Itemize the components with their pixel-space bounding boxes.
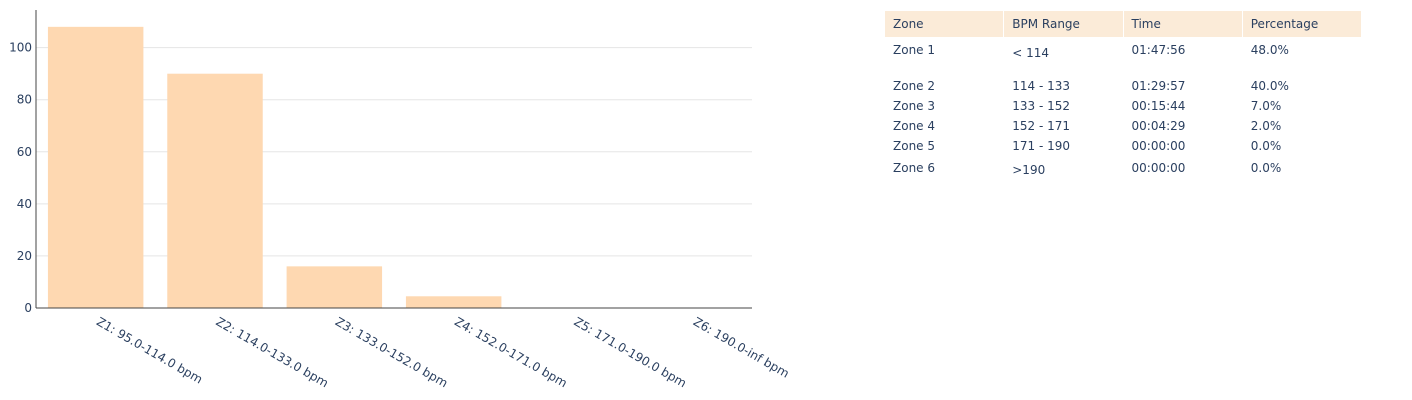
cell-zone: Zone 4 bbox=[885, 116, 1005, 136]
x-tick-label: Z5: 171.0-190.0 bpm bbox=[572, 314, 689, 390]
y-tick-label: 80 bbox=[17, 93, 32, 107]
cell-bpm-range: 152 - 171 bbox=[1004, 116, 1124, 136]
cell-percentage: 48.0% bbox=[1243, 37, 1362, 76]
zone-bar-chart: 0 20 40 60 80 100 Z1: 95.0-114.0 bpm Z2: 114.0-… bbox=[9, 10, 792, 390]
cell-percentage: 0.0% bbox=[1243, 156, 1362, 180]
cell-time: 00:00:00 bbox=[1124, 136, 1243, 156]
cell-time: 01:47:56 bbox=[1124, 37, 1243, 76]
y-tick-label: 0 bbox=[24, 301, 32, 315]
x-tick-label: Z6: 190.0-inf bpm bbox=[691, 314, 792, 380]
cell-zone: Zone 6 bbox=[885, 156, 1005, 180]
table-row: Zone 1 < 114 01:47:56 48.0% bbox=[885, 37, 1362, 76]
cell-zone: Zone 3 bbox=[885, 96, 1005, 116]
x-tick-label: Z3: 133.0-152.0 bpm bbox=[333, 314, 450, 390]
table-row: Zone 6 >190 00:00:00 0.0% bbox=[885, 156, 1362, 180]
bar bbox=[286, 266, 383, 308]
cell-time: 00:00:00 bbox=[1124, 156, 1243, 180]
header-bpm-range: BPM Range bbox=[1004, 11, 1124, 37]
table-row: Zone 4 152 - 171 00:04:29 2.0% bbox=[885, 116, 1362, 136]
cell-percentage: 7.0% bbox=[1243, 96, 1362, 116]
cell-bpm-range: 114 - 133 bbox=[1004, 76, 1124, 96]
cell-zone: Zone 2 bbox=[885, 76, 1005, 96]
y-tick-label: 100 bbox=[9, 41, 32, 55]
bar bbox=[167, 73, 263, 308]
cell-time: 00:04:29 bbox=[1124, 116, 1243, 136]
table-row: Zone 3 133 - 152 00:15:44 7.0% bbox=[885, 96, 1362, 116]
y-tick-label: 60 bbox=[17, 145, 32, 159]
zone-summary-table: Zone BPM Range Time Percentage Zone 1 < … bbox=[885, 11, 1362, 180]
x-tick-label: Z4: 152.0-171.0 bpm bbox=[452, 314, 569, 390]
cell-bpm-range: 133 - 152 bbox=[1004, 96, 1124, 116]
cell-bpm-range: >190 bbox=[1004, 156, 1124, 180]
cell-percentage: 40.0% bbox=[1243, 76, 1362, 96]
table-row: Zone 5 171 - 190 00:00:00 0.0% bbox=[885, 136, 1362, 156]
cell-time: 01:29:57 bbox=[1124, 76, 1243, 96]
cell-bpm-range: < 114 bbox=[1004, 37, 1124, 76]
y-tick-label: 40 bbox=[17, 197, 32, 211]
cell-zone: Zone 5 bbox=[885, 136, 1005, 156]
table-row: Zone 2 114 - 133 01:29:57 40.0% bbox=[885, 76, 1362, 96]
header-zone: Zone bbox=[885, 11, 1005, 37]
cell-percentage: 2.0% bbox=[1243, 116, 1362, 136]
x-tick-label: Z1: 95.0-114.0 bpm bbox=[94, 314, 205, 386]
x-tick-label: Z2: 114.0-133.0 bpm bbox=[214, 314, 331, 390]
bar bbox=[405, 296, 502, 308]
cell-percentage: 0.0% bbox=[1243, 136, 1362, 156]
table-header-row: Zone BPM Range Time Percentage bbox=[885, 11, 1362, 37]
bar bbox=[47, 26, 144, 308]
header-percentage: Percentage bbox=[1242, 11, 1362, 37]
header-time: Time bbox=[1123, 11, 1243, 37]
cell-zone: Zone 1 bbox=[885, 37, 1005, 76]
cell-bpm-range: 171 - 190 bbox=[1004, 136, 1124, 156]
y-tick-label: 20 bbox=[17, 249, 32, 263]
cell-time: 00:15:44 bbox=[1124, 96, 1243, 116]
